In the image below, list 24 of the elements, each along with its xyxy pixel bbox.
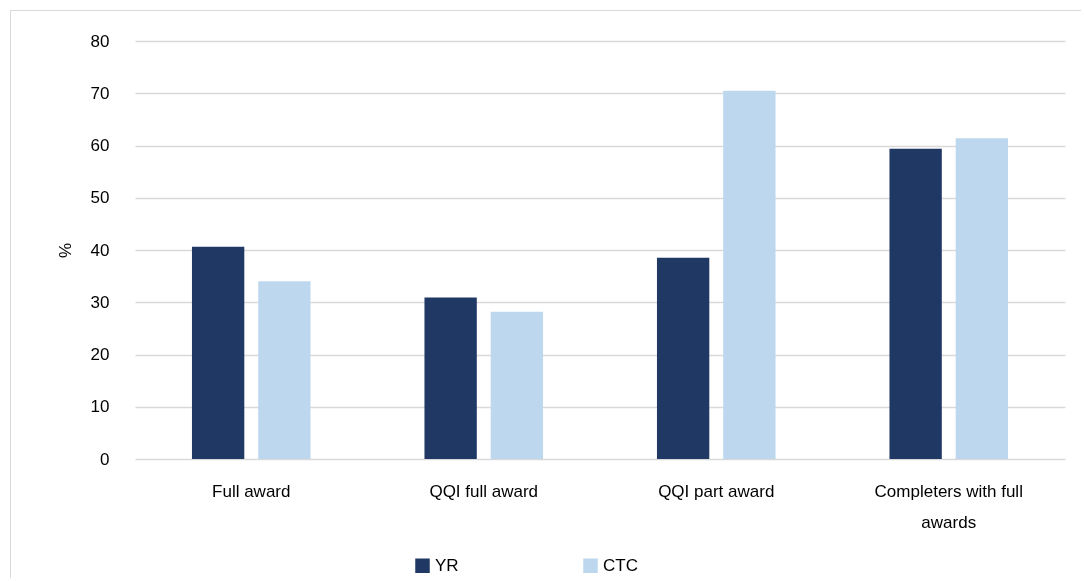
bar <box>490 311 544 459</box>
bar <box>656 257 710 459</box>
bar <box>191 246 245 459</box>
y-tick-label: 40 <box>90 240 110 260</box>
legend-label: YR <box>435 555 459 575</box>
y-tick-label: 20 <box>90 345 110 364</box>
y-tick-label: 30 <box>90 292 110 312</box>
y-tick-label: 60 <box>90 136 110 155</box>
y-tick-label: 50 <box>90 188 110 208</box>
y-tick-label: 10 <box>90 397 110 417</box>
x-tick-label: Completers with full awards <box>874 481 1023 532</box>
bar <box>889 148 942 459</box>
x-tick-label: Full award <box>212 481 291 501</box>
bar <box>258 281 311 459</box>
y-tick-label: 80 <box>90 31 110 51</box>
bar <box>955 138 1009 459</box>
legend-label: CTC <box>603 555 638 575</box>
bar <box>424 297 477 459</box>
x-tick-label: QQI full award <box>429 481 539 501</box>
y-tick-label: 0 <box>100 449 110 469</box>
bar <box>723 90 776 459</box>
x-tick-label: QQI part award <box>658 481 775 501</box>
y-axis-title: % <box>55 242 75 259</box>
y-tick-label: 70 <box>90 83 110 103</box>
